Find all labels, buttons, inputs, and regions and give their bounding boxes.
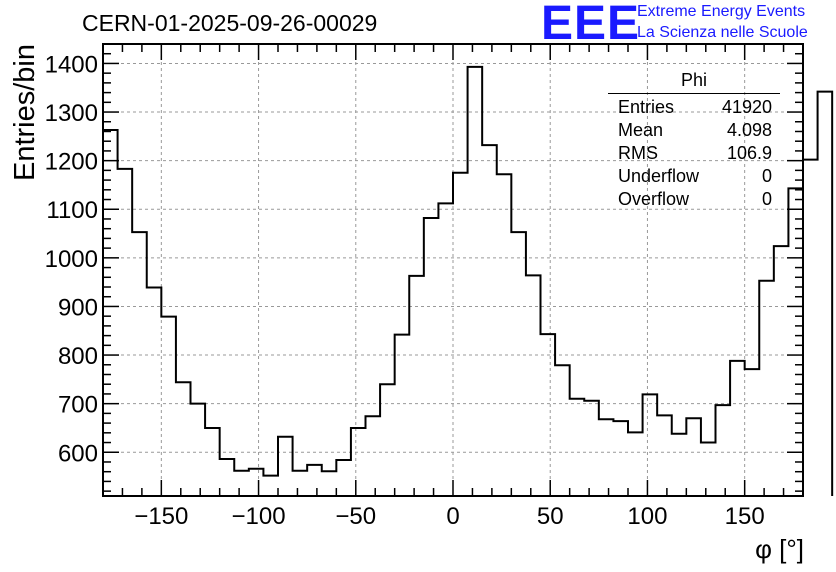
stats-row-underflow: Underflow 0 xyxy=(608,165,780,188)
stats-box-title: Phi xyxy=(608,70,780,94)
y-tick-label: 1300 xyxy=(45,100,98,127)
stats-value: 0 xyxy=(761,189,772,209)
stats-label: Mean xyxy=(618,120,664,140)
tick-labels: −150 −100 −50 0 50 100 150 600 700 800 900 1000 1100… xyxy=(45,51,765,530)
histogram-step-line xyxy=(102,65,834,496)
grid-lines xyxy=(103,44,803,496)
stats-row-entries: Entries 41920 xyxy=(608,96,780,119)
y-tick-label: 1000 xyxy=(45,246,98,273)
stats-row-rms: RMS 106.9 xyxy=(608,142,780,165)
stats-label: Overflow xyxy=(618,189,690,209)
stats-label: Entries xyxy=(618,97,675,117)
y-tick-label: 1400 xyxy=(45,51,98,78)
x-tick-label: −150 xyxy=(134,503,188,530)
eee-logo: EEE xyxy=(541,0,641,50)
x-tick-label: −50 xyxy=(335,503,376,530)
x-axis-label: φ [°] xyxy=(755,534,804,564)
y-tick-label: 1100 xyxy=(46,197,98,224)
y-tick-label: 600 xyxy=(58,440,98,467)
logo-line-2: La Scienza nelle Scuole xyxy=(637,24,808,41)
stats-box: Phi Entries 41920 Mean 4.098 RMS 106.9 U… xyxy=(608,70,780,211)
x-tick-label: 100 xyxy=(627,503,667,530)
stats-value: 41920 xyxy=(721,97,772,117)
x-tick-label: 0 xyxy=(446,503,459,530)
y-tick-label: 700 xyxy=(58,392,98,419)
x-tick-label: −100 xyxy=(232,503,286,530)
axis-ticks xyxy=(103,43,803,496)
stats-label: Underflow xyxy=(618,166,700,186)
stats-value: 106.9 xyxy=(726,143,772,163)
page-title: CERN-01-2025-09-26-00029 xyxy=(82,10,378,36)
stats-row-mean: Mean 4.098 xyxy=(608,119,780,142)
stats-label: RMS xyxy=(618,143,658,163)
stats-value: 4.098 xyxy=(726,120,772,140)
stats-row-overflow: Overflow 0 xyxy=(608,188,780,211)
logo-line-1: Extreme Energy Events xyxy=(637,3,806,20)
y-tick-label: 800 xyxy=(58,343,98,370)
y-tick-label: 900 xyxy=(58,294,98,321)
x-tick-label: 50 xyxy=(537,503,564,530)
y-tick-label: 1200 xyxy=(45,149,98,176)
stats-value: 0 xyxy=(761,166,772,186)
y-axis-label: Entries/bin xyxy=(9,44,41,181)
x-tick-label: 150 xyxy=(725,503,765,530)
